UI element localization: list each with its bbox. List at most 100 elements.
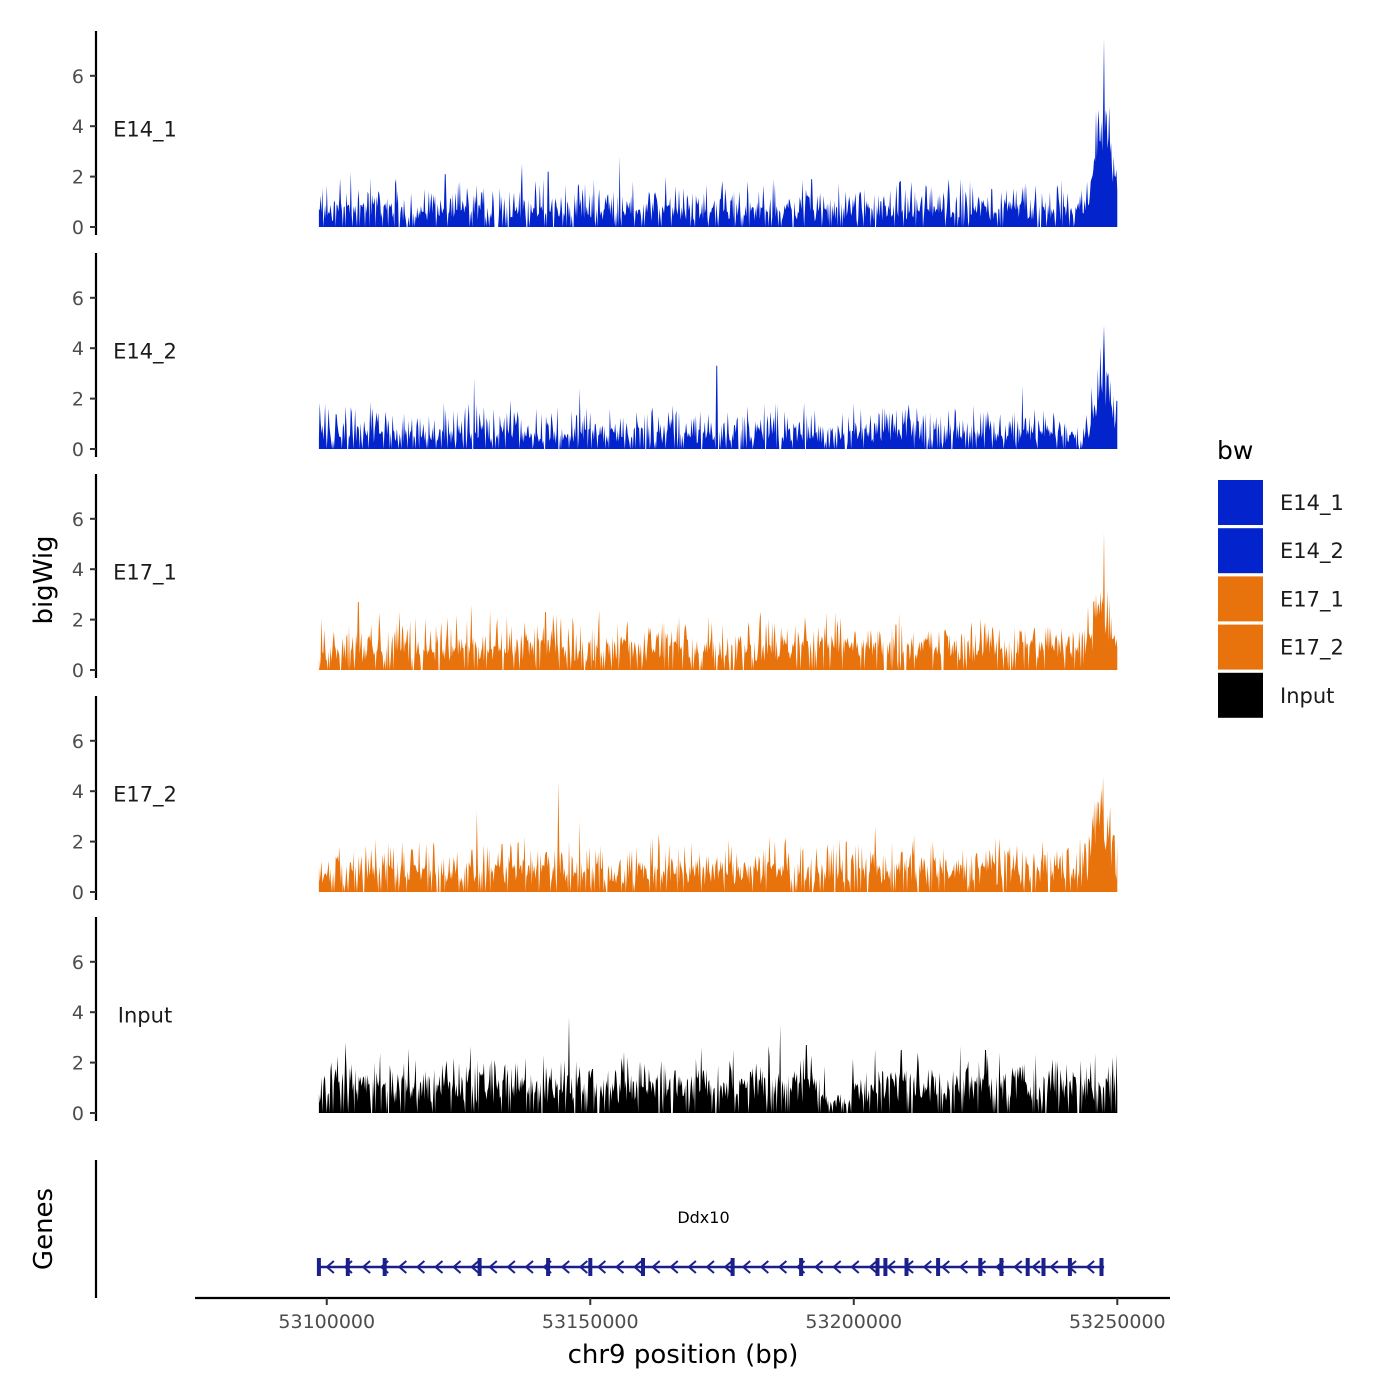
- strand-arrow: [433, 1260, 444, 1274]
- legend: bw E14_1 E14_2 E17_1 E17_2 Input: [1217, 436, 1344, 718]
- exon: [883, 1258, 888, 1276]
- y-tick-label: 0: [72, 439, 84, 461]
- strand-arrow: [651, 1260, 661, 1274]
- strand-arrow: [777, 1260, 788, 1274]
- y-axis-title-genes: Genes: [29, 1188, 59, 1270]
- coverage-area: [318, 325, 1118, 449]
- legend-swatch: [1218, 672, 1263, 718]
- legend-swatch: [1218, 528, 1263, 574]
- strand-arrow: [868, 1260, 878, 1274]
- exon: [1041, 1258, 1046, 1276]
- strand-arrow: [922, 1260, 932, 1274]
- strand-arrow: [940, 1260, 950, 1274]
- strand-arrow: [1085, 1260, 1095, 1274]
- x-tick-label: 53100000: [278, 1311, 375, 1333]
- y-tick-label: 4: [72, 559, 84, 581]
- gene-label: Ddx10: [677, 1208, 729, 1227]
- y-tick-label: 6: [72, 66, 84, 88]
- gene-panel: Ddx10: [94, 1160, 1105, 1298]
- track-E17_2: 0 2 4 6 E17_2: [72, 696, 1118, 904]
- x-tick-label: 53200000: [805, 1311, 902, 1333]
- exon: [936, 1258, 941, 1276]
- exon: [730, 1258, 735, 1276]
- track-Input: 0 2 4 6 Input: [72, 917, 1118, 1125]
- y-tick-label: 2: [72, 389, 84, 411]
- strand-arrow: [850, 1260, 860, 1274]
- strand-arrow: [723, 1260, 733, 1274]
- exon: [875, 1258, 880, 1276]
- strand-arrow: [560, 1260, 570, 1274]
- strand-arrow: [814, 1260, 824, 1274]
- exon: [588, 1258, 593, 1276]
- y-tick-label: 4: [72, 116, 84, 138]
- strand-arrow: [325, 1260, 335, 1274]
- strand-arrow: [524, 1260, 534, 1274]
- strand-arrow: [397, 1260, 407, 1274]
- exon: [1099, 1258, 1104, 1276]
- exon: [978, 1258, 983, 1276]
- legend-swatch: [1218, 576, 1263, 622]
- exon: [546, 1258, 551, 1276]
- y-tick-label: 0: [72, 882, 84, 904]
- x-axis-title: chr9 position (bp): [568, 1340, 799, 1370]
- exon: [316, 1258, 321, 1276]
- y-tick-label: 6: [72, 952, 84, 974]
- strand-arrow: [1049, 1260, 1059, 1274]
- y-tick-label: 0: [72, 660, 84, 682]
- exon: [477, 1258, 482, 1276]
- exon: [382, 1258, 387, 1276]
- strand-arrow: [958, 1260, 969, 1274]
- strand-arrow: [1031, 1260, 1041, 1274]
- track-label: E14_2: [113, 339, 177, 364]
- exon: [345, 1258, 350, 1276]
- legend-label: E17_2: [1280, 636, 1344, 661]
- exon: [799, 1258, 804, 1276]
- exon: [1025, 1258, 1030, 1276]
- track-E17_1: 0 2 4 6 E17_1: [72, 474, 1118, 682]
- y-tick-label: 4: [72, 1002, 84, 1024]
- strand-arrow: [886, 1260, 896, 1274]
- track-label: E14_1: [113, 117, 177, 142]
- strand-arrow: [596, 1260, 607, 1274]
- legend-swatch: [1218, 624, 1263, 670]
- tracks-panel: 0 2 4 6 E14_1 0 2 4 6 E14_2 0 2 4 6 E17_1 0 2 4 6 E17_2 0 2 4 6…: [72, 31, 1118, 1125]
- strand-arrow: [361, 1260, 371, 1274]
- strand-arrow: [506, 1260, 516, 1274]
- legend-label: Input: [1280, 684, 1334, 708]
- legend-label: E14_2: [1280, 539, 1344, 564]
- coverage-area: [318, 38, 1118, 227]
- strand-arrow: [470, 1260, 480, 1274]
- legend-title: bw: [1217, 436, 1253, 465]
- strand-arrow: [488, 1260, 498, 1274]
- strand-arrow: [741, 1260, 751, 1274]
- strand-arrow: [415, 1260, 426, 1274]
- coverage-area: [318, 776, 1118, 892]
- exon: [904, 1258, 909, 1276]
- track-label: Input: [118, 1003, 172, 1027]
- strand-arrow: [687, 1260, 697, 1274]
- strand-arrow: [669, 1260, 679, 1274]
- y-tick-label: 2: [72, 167, 84, 189]
- exon: [1067, 1258, 1072, 1276]
- strand-arrow: [633, 1260, 643, 1274]
- strand-arrow: [452, 1260, 462, 1274]
- y-tick-label: 6: [72, 509, 84, 531]
- legend-swatch: [1218, 480, 1263, 525]
- track-label: E17_1: [113, 560, 177, 585]
- y-tick-label: 4: [72, 781, 84, 803]
- y-tick-label: 0: [72, 217, 84, 239]
- track-E14_2: 0 2 4 6 E14_2: [72, 253, 1118, 461]
- y-tick-label: 0: [72, 1103, 84, 1125]
- strand-arrow: [832, 1260, 842, 1274]
- strand-arrow: [1013, 1260, 1023, 1274]
- strand-arrow: [614, 1260, 625, 1274]
- y-tick-label: 6: [72, 288, 84, 310]
- exon: [641, 1258, 645, 1276]
- y-tick-label: 2: [72, 832, 84, 854]
- legend-label: E14_1: [1280, 491, 1344, 516]
- coverage-area: [318, 531, 1118, 670]
- strand-arrow: [578, 1260, 588, 1274]
- strand-arrow: [705, 1260, 715, 1274]
- y-tick-label: 2: [72, 610, 84, 632]
